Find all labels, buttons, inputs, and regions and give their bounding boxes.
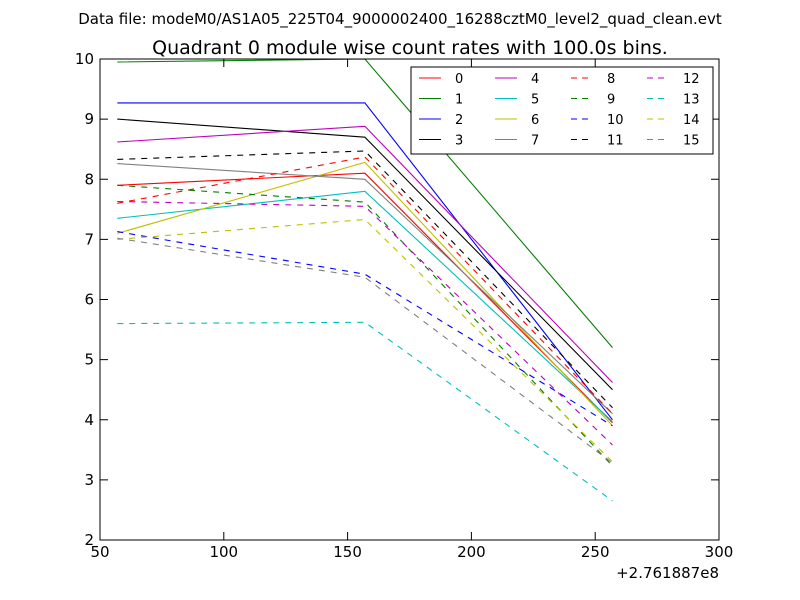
legend-label-13: 13 [683, 93, 700, 108]
legend-label-1: 1 [455, 93, 463, 108]
legend-label-5: 5 [531, 93, 539, 108]
x-tick-label: 200 [457, 543, 486, 561]
legend-label-15: 15 [683, 134, 700, 149]
legend-label-14: 14 [683, 113, 700, 128]
y-tick-label: 6 [84, 291, 94, 309]
legend-label-3: 3 [455, 134, 463, 149]
legend-label-7: 7 [531, 134, 539, 149]
x-tick-label: 50 [90, 543, 109, 561]
legend-label-6: 6 [531, 113, 539, 128]
legend-label-9: 9 [607, 93, 615, 108]
series-line-11 [117, 150, 613, 409]
legend-label-0: 0 [455, 72, 463, 87]
x-tick-label: 300 [705, 543, 734, 561]
x-axis-offset-label: +2.761887e8 [616, 564, 719, 582]
legend-label-2: 2 [455, 113, 463, 128]
legend-label-8: 8 [607, 72, 615, 87]
y-tick-label: 2 [84, 531, 94, 549]
series-line-10 [117, 231, 613, 427]
series-line-2 [117, 102, 613, 421]
x-tick-label: 150 [333, 543, 362, 561]
plot-lines [117, 58, 613, 502]
series-line-15 [117, 237, 613, 464]
series-line-8 [117, 156, 613, 415]
series-line-0 [117, 172, 613, 424]
legend-label-10: 10 [607, 113, 624, 128]
y-tick-label: 5 [84, 351, 94, 369]
x-tick-label: 100 [209, 543, 238, 561]
x-tick-label: 250 [581, 543, 610, 561]
y-tick-label: 8 [84, 170, 94, 188]
series-line-13 [117, 321, 613, 502]
y-tick-label: 10 [75, 50, 94, 68]
y-tick-label: 9 [84, 110, 94, 128]
y-tick-label: 3 [84, 471, 94, 489]
legend-label-11: 11 [607, 134, 624, 149]
chart-title: Quadrant 0 module wise count rates with … [152, 37, 668, 59]
legend-label-12: 12 [683, 72, 700, 87]
series-line-4 [117, 125, 613, 383]
series-line-9 [117, 184, 613, 467]
series-line-14 [117, 218, 613, 463]
y-tick-label: 7 [84, 230, 94, 248]
figure-suptitle: Data file: modeM0/AS1A05_225T04_90000024… [78, 10, 722, 29]
series-line-7 [117, 163, 613, 415]
series-line-5 [117, 190, 613, 423]
series-line-3 [117, 118, 613, 391]
y-tick-label: 4 [84, 411, 94, 429]
legend-label-4: 4 [531, 72, 539, 87]
series-line-6 [117, 161, 613, 427]
